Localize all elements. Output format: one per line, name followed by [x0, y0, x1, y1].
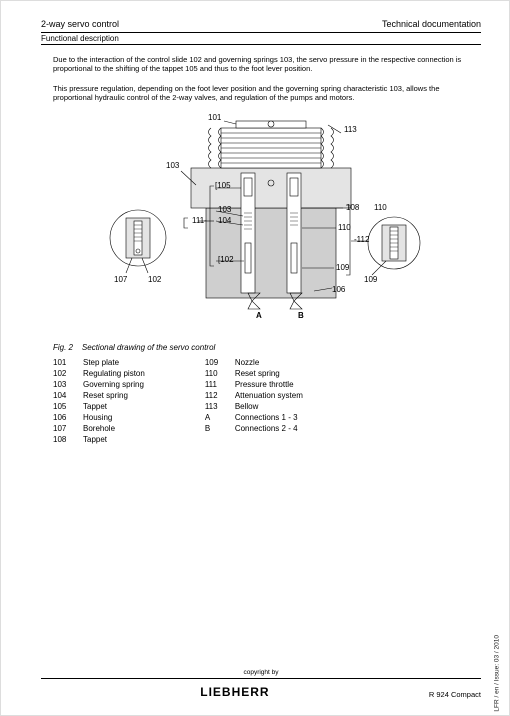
- legend-row: 108 Tappet: [53, 435, 145, 444]
- callout-113: 113: [344, 125, 357, 134]
- figure-caption: Fig. 2 Sectional drawing of the servo co…: [53, 343, 481, 352]
- legend-num: 102: [53, 369, 73, 378]
- legend-num: 112: [205, 391, 225, 400]
- page: 2-way servo control Technical documentat…: [1, 1, 509, 715]
- legend-num: 103: [53, 380, 73, 389]
- legend-num: 101: [53, 358, 73, 367]
- callout-110b: 110: [374, 203, 387, 212]
- legend-row: 112 Attenuation system: [205, 391, 303, 400]
- callout-110a: 110: [338, 223, 351, 232]
- legend-text: Connections 1 - 3: [235, 413, 298, 422]
- port-a-label: A: [256, 311, 262, 320]
- legend-num: 113: [205, 402, 225, 411]
- legend-row: 111 Pressure throttle: [205, 380, 303, 389]
- legend-text: Regulating piston: [83, 369, 145, 378]
- side-meta: LFR / en / Issue: 03 / 2010: [494, 635, 501, 712]
- legend-row: 106 Housing: [53, 413, 145, 422]
- subheader: Functional description: [41, 32, 481, 43]
- header-left: 2-way servo control: [41, 19, 119, 29]
- callout-101: 101: [208, 113, 221, 122]
- callout-105: [105: [215, 181, 231, 190]
- callout-103a: 103: [166, 161, 179, 170]
- port-b-label: B: [298, 311, 304, 320]
- legend-row: 101 Step plate: [53, 358, 145, 367]
- legend-num: 111: [205, 380, 225, 389]
- servo-diagram-svg: [96, 113, 426, 333]
- legend-num: 109: [205, 358, 225, 367]
- legend-row: 110 Reset spring: [205, 369, 303, 378]
- callout-104: 104: [218, 216, 231, 225]
- model-label: R 924 Compact: [429, 690, 481, 699]
- legend-text: Nozzle: [235, 358, 259, 367]
- legend-text: Housing: [83, 413, 112, 422]
- legend-num: 107: [53, 424, 73, 433]
- legend-row: 104 Reset spring: [53, 391, 145, 400]
- callout-109a: 109: [336, 263, 349, 272]
- callout-102b: 102: [148, 275, 161, 284]
- paragraph-1: Due to the interaction of the control sl…: [53, 55, 481, 74]
- caption-text: Sectional drawing of the servo control: [82, 343, 215, 352]
- legend-text: Connections 2 - 4: [235, 424, 298, 433]
- header-right: Technical documentation: [382, 19, 481, 29]
- legend-text: Tappet: [83, 402, 107, 411]
- footer-rule: [41, 678, 481, 679]
- callout-102a: [102: [218, 255, 234, 264]
- legend-text: Bellow: [235, 402, 259, 411]
- callout-112: -112: [354, 235, 369, 244]
- callout-108: 108: [346, 203, 359, 212]
- footer: copyright by LIEBHERR R 924 Compact: [41, 669, 481, 699]
- legend-row: A Connections 1 - 3: [205, 413, 303, 422]
- legend-row: 102 Regulating piston: [53, 369, 145, 378]
- callout-109b: 109: [364, 275, 377, 284]
- legend-text: Pressure throttle: [235, 380, 294, 389]
- legend-col-left: 101 Step plate 102 Regulating piston 103 Go…: [53, 358, 145, 444]
- callout-111: 111-: [192, 216, 207, 225]
- legend-row: 109 Nozzle: [205, 358, 303, 367]
- figure: 101 113 103 [105 103 104 111- [102 107 1…: [96, 113, 426, 333]
- caption-prefix: Fig. 2: [53, 343, 73, 352]
- callout-107: 107: [114, 275, 127, 284]
- legend-text: Attenuation system: [235, 391, 303, 400]
- legend-text: Borehole: [83, 424, 115, 433]
- legend-col-right: 109 Nozzle 110 Reset spring 111 Pressure th…: [205, 358, 303, 444]
- legend-row: B Connections 2 - 4: [205, 424, 303, 433]
- paragraph-2: This pressure regulation, depending on t…: [53, 84, 481, 103]
- brand-logo: LIEBHERR: [200, 685, 269, 699]
- header: 2-way servo control Technical documentat…: [41, 19, 481, 31]
- legend-text: Tappet: [83, 435, 107, 444]
- legend-num: B: [205, 424, 225, 433]
- legend-num: 108: [53, 435, 73, 444]
- legend-text: Governing spring: [83, 380, 144, 389]
- legend-text: Step plate: [83, 358, 119, 367]
- legend-num: 106: [53, 413, 73, 422]
- legend-text: Reset spring: [83, 391, 128, 400]
- legend-row: 113 Bellow: [205, 402, 303, 411]
- legend-num: 105: [53, 402, 73, 411]
- legend-num: 110: [205, 369, 225, 378]
- copyright-label: copyright by: [41, 669, 481, 676]
- legend-row: 107 Borehole: [53, 424, 145, 433]
- legend-row: 103 Governing spring: [53, 380, 145, 389]
- legend: 101 Step plate 102 Regulating piston 103 Go…: [53, 358, 481, 444]
- callout-106: 106: [332, 285, 345, 294]
- legend-row: 105 Tappet: [53, 402, 145, 411]
- subheader-rule: [41, 44, 481, 45]
- legend-num: A: [205, 413, 225, 422]
- legend-num: 104: [53, 391, 73, 400]
- callout-103b: 103: [218, 205, 231, 214]
- legend-text: Reset spring: [235, 369, 280, 378]
